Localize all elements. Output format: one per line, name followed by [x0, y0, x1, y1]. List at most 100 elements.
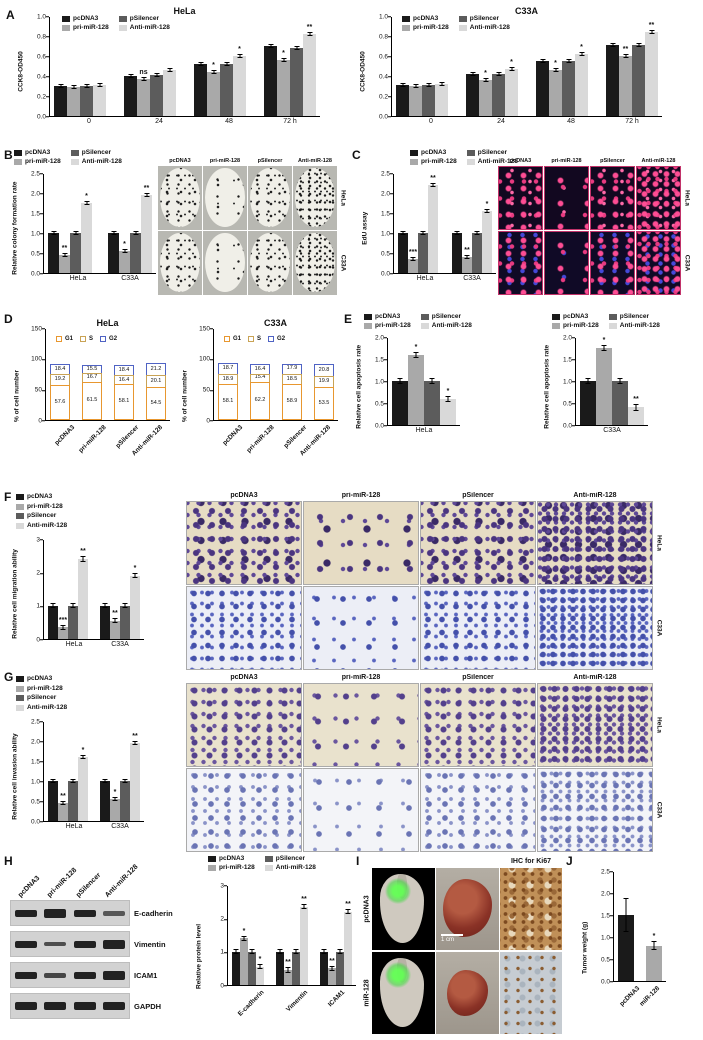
legend-item: Anti-miR-128	[458, 24, 510, 32]
edu-hela-image	[498, 165, 543, 230]
error-bar	[321, 949, 327, 955]
error-bar	[307, 32, 312, 36]
significance-marker: *	[133, 565, 137, 573]
error-bar	[329, 965, 335, 971]
y-axis-label: Relative cell apoptosis rate	[355, 344, 363, 429]
error-bar	[70, 603, 76, 609]
bar: *	[505, 59, 518, 116]
chart-migration: Relative cell migration ability 0 1 2 3 *** **…	[8, 536, 144, 649]
panel-label-j: J	[566, 854, 573, 868]
error-bar	[111, 230, 116, 236]
error-bar	[445, 395, 451, 402]
x-tick-label: miR-128	[638, 985, 662, 1008]
bar: **	[58, 793, 68, 821]
bar: *	[233, 46, 246, 116]
scale-bar: 1 cm	[441, 934, 463, 945]
legend-swatch	[466, 150, 475, 157]
bar: *	[646, 933, 662, 981]
image-row-label: C33A	[682, 231, 691, 295]
x-axis: C33A	[575, 427, 648, 435]
mouse-row-label: pcDNA3	[362, 868, 371, 950]
legend-swatch	[16, 522, 24, 529]
bar	[536, 59, 549, 116]
error-bar	[71, 85, 76, 89]
blot-row-label: ICAM1	[134, 970, 158, 980]
mouse-row-label-text: miR-128	[363, 979, 370, 1007]
error-bar	[58, 84, 63, 88]
legend-label: pSilencer	[477, 149, 508, 156]
blot-col-label: Anti-miR-128	[104, 863, 140, 899]
blot-band	[44, 1002, 67, 1010]
image-column-label: pcDNA3	[230, 492, 258, 499]
legend-swatch	[458, 16, 467, 23]
error-bar	[198, 62, 203, 66]
stack-segment-value: 21.2	[150, 366, 162, 373]
x-axis: pcDNA3 miR-128	[613, 983, 666, 1023]
bar	[54, 84, 67, 116]
blot-band	[44, 942, 67, 946]
bar: **	[628, 396, 644, 425]
bar: *	[479, 70, 492, 116]
panel-label-c: C	[352, 148, 361, 162]
blot-band	[14, 940, 37, 948]
legend-swatch	[268, 336, 275, 342]
legend-label: pSilencer	[469, 15, 500, 22]
error-bar	[337, 949, 343, 955]
stack-segment-value: 58.1	[222, 398, 234, 405]
significance-marker: *	[81, 746, 85, 754]
x-tick-label: 48	[567, 118, 575, 125]
x-tick-label: C33A	[603, 427, 621, 434]
colony-hela-image	[248, 165, 292, 230]
blot-band-strip	[10, 962, 130, 988]
legend-item: pcDNA3	[16, 675, 67, 683]
chart-title: C33A	[263, 318, 287, 328]
legend-apoptosis-hela: pcDNA3 pri-miR-128 pSilencer Anti-miR-128	[364, 313, 472, 329]
legend-swatch	[402, 24, 410, 31]
legend-label: G1	[65, 336, 74, 342]
plot-area: * **	[575, 337, 648, 426]
y-tick-label: 0.5	[30, 797, 44, 805]
bar	[80, 84, 93, 116]
legend-item: S	[80, 336, 93, 342]
bar	[452, 230, 462, 273]
bar	[67, 85, 80, 116]
legend-label: pcDNA3	[27, 675, 53, 682]
error-bar	[62, 252, 67, 258]
inv-c33a-image	[186, 768, 302, 853]
bar	[290, 46, 303, 116]
y-tick-label: 2.0	[30, 737, 44, 745]
image-column-label: pSilencer	[462, 492, 494, 499]
y-tick-label: 1.5	[30, 757, 44, 765]
in-vivo-panel: IHC for Ki67 pcDNA3 1 cm miR-128	[362, 858, 562, 1036]
bar: *	[256, 956, 264, 985]
legend-label: S	[257, 336, 262, 342]
image-row-label: HeLa	[338, 166, 347, 230]
edu-hela-image	[544, 165, 589, 230]
plot-area: ********	[391, 17, 662, 117]
significance-marker: **	[112, 610, 118, 618]
significance-marker: *	[212, 62, 215, 69]
legend-swatch	[80, 336, 87, 342]
error-bar	[70, 778, 76, 784]
chart-protein-level: Relative protein level 0 1 2 3 * * ** ** ** ** E-ca…	[192, 882, 356, 1027]
bar	[466, 72, 479, 116]
legend-swatch	[208, 864, 216, 871]
legend-swatch	[466, 158, 475, 165]
bar	[130, 230, 141, 273]
bar	[606, 43, 619, 116]
stack-segment-value: 58.9	[286, 398, 298, 405]
edu-c33a-image	[590, 230, 635, 295]
bar: *	[596, 337, 612, 425]
panel-label-e: E	[344, 312, 353, 326]
x-tick-label: Vimentin	[285, 989, 310, 1014]
edu-c33a-image	[636, 230, 681, 295]
error-bar	[585, 377, 591, 385]
error-bar	[301, 904, 307, 910]
y-tick-label: 1.5	[600, 911, 614, 919]
y-tick-label: 0.6	[36, 52, 50, 60]
legend-item: pSilencer	[70, 149, 122, 157]
error-bar	[133, 230, 138, 236]
ihc-image	[500, 868, 562, 950]
significance-marker: **	[61, 244, 68, 252]
bar: *	[240, 928, 248, 985]
